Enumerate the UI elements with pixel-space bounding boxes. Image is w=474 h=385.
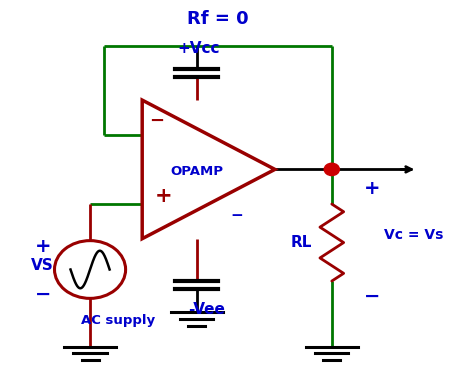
Text: +Vcc: +Vcc — [178, 41, 220, 56]
Text: +: + — [364, 179, 380, 198]
Text: OPAMP: OPAMP — [170, 165, 223, 178]
Circle shape — [324, 163, 339, 176]
Text: +: + — [155, 186, 173, 206]
Text: -Vee: -Vee — [188, 302, 225, 317]
Text: −: − — [231, 208, 243, 223]
Text: VS: VS — [31, 258, 54, 273]
Text: AC supply: AC supply — [82, 314, 155, 327]
Text: Rf = 0: Rf = 0 — [187, 10, 249, 28]
Text: −: − — [364, 287, 380, 306]
Text: −: − — [149, 112, 164, 130]
Text: RL: RL — [290, 235, 312, 250]
Text: Vc = Vs: Vc = Vs — [384, 228, 443, 242]
Text: +: + — [35, 237, 51, 256]
Text: −: − — [35, 285, 51, 304]
